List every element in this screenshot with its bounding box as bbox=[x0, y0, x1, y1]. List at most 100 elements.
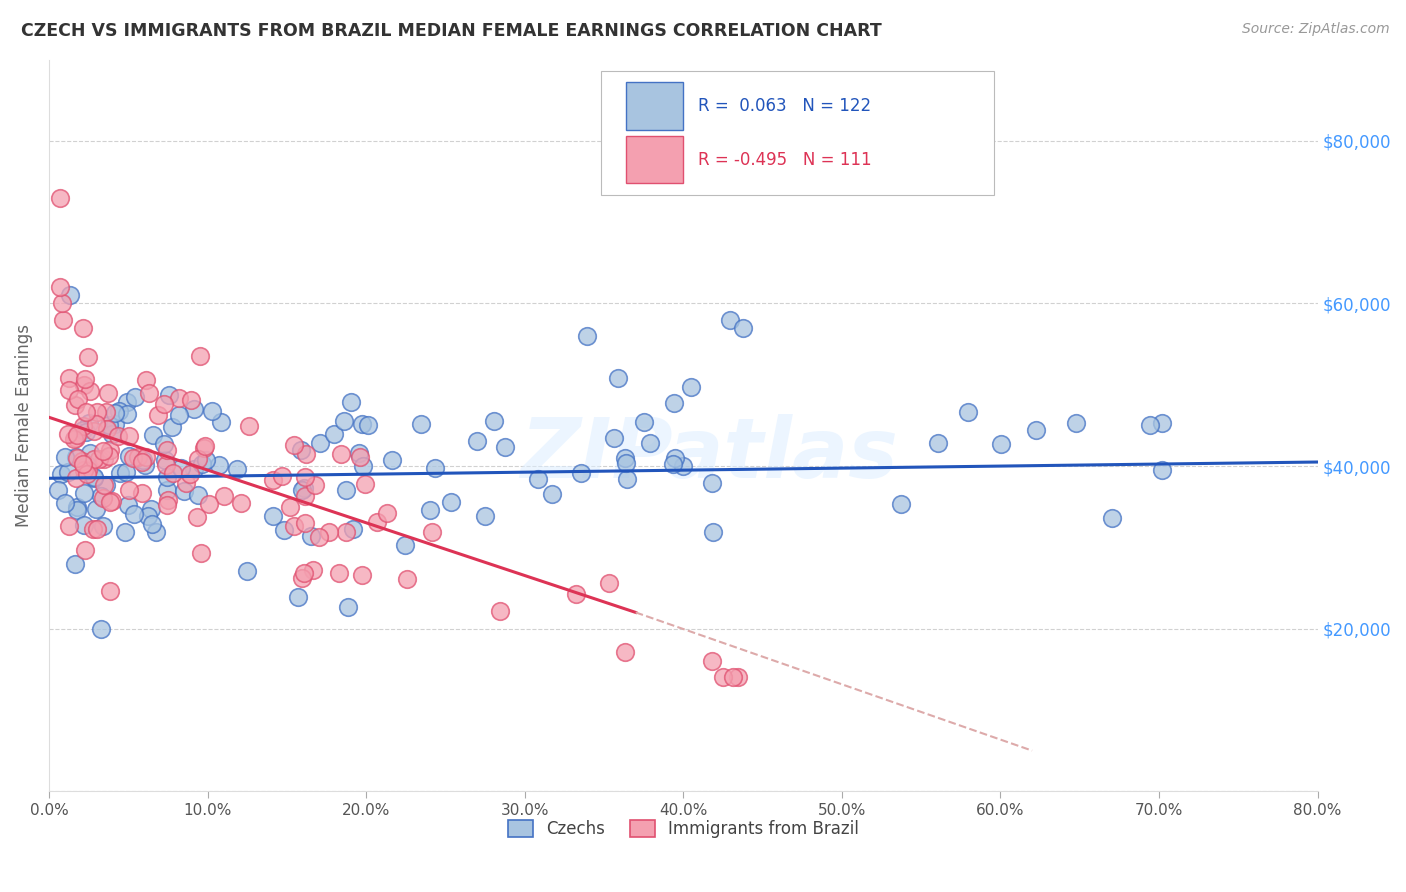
Point bbox=[318, 524, 340, 539]
Point bbox=[65, 431, 87, 445]
Point bbox=[76, 463, 98, 477]
Point bbox=[97, 449, 120, 463]
Point bbox=[98, 584, 121, 599]
Point bbox=[291, 571, 314, 585]
Point bbox=[84, 501, 107, 516]
Point bbox=[63, 557, 86, 571]
Point bbox=[46, 483, 69, 498]
Point bbox=[98, 495, 121, 509]
Point bbox=[229, 496, 252, 510]
Point bbox=[79, 384, 101, 398]
Point bbox=[76, 467, 98, 482]
Point bbox=[287, 590, 309, 604]
Point bbox=[75, 404, 97, 418]
Point bbox=[353, 477, 375, 491]
Point bbox=[419, 503, 441, 517]
Point bbox=[138, 385, 160, 400]
Point bbox=[153, 437, 176, 451]
Point bbox=[118, 450, 141, 464]
Point bbox=[575, 329, 598, 343]
Point bbox=[183, 401, 205, 416]
Point bbox=[58, 519, 80, 533]
Point bbox=[72, 378, 94, 392]
Point bbox=[179, 467, 201, 481]
Point bbox=[195, 452, 218, 467]
Point bbox=[718, 312, 741, 326]
Point bbox=[209, 415, 232, 429]
Point bbox=[134, 458, 156, 473]
Point bbox=[56, 466, 79, 480]
Point bbox=[174, 476, 197, 491]
Point bbox=[156, 498, 179, 512]
Point bbox=[342, 522, 364, 536]
Point bbox=[142, 428, 165, 442]
Point bbox=[75, 372, 97, 386]
Point bbox=[208, 458, 231, 472]
Point bbox=[191, 457, 214, 471]
FancyBboxPatch shape bbox=[600, 70, 994, 195]
Point bbox=[638, 435, 661, 450]
Point bbox=[86, 405, 108, 419]
Point bbox=[467, 434, 489, 448]
Point bbox=[53, 495, 76, 509]
Point bbox=[700, 654, 723, 668]
Point bbox=[86, 522, 108, 536]
Point bbox=[188, 349, 211, 363]
Point bbox=[420, 524, 443, 539]
Point bbox=[97, 418, 120, 433]
Point bbox=[1139, 418, 1161, 433]
Text: R = -0.495   N = 111: R = -0.495 N = 111 bbox=[699, 151, 872, 169]
Point bbox=[107, 429, 129, 443]
Point bbox=[304, 478, 326, 492]
Point bbox=[65, 451, 87, 466]
FancyBboxPatch shape bbox=[626, 82, 683, 129]
Point bbox=[72, 419, 94, 434]
Point bbox=[97, 386, 120, 401]
Point bbox=[91, 491, 114, 505]
Point bbox=[333, 414, 356, 428]
Point bbox=[169, 409, 191, 423]
Point bbox=[156, 442, 179, 457]
Point bbox=[73, 463, 96, 477]
Point bbox=[117, 498, 139, 512]
Point bbox=[186, 509, 208, 524]
Point bbox=[96, 477, 118, 491]
Point bbox=[1064, 417, 1087, 431]
Point bbox=[65, 471, 87, 485]
Point bbox=[278, 500, 301, 514]
Point bbox=[294, 469, 316, 483]
Point bbox=[100, 427, 122, 442]
Point bbox=[131, 486, 153, 500]
Point bbox=[66, 503, 89, 517]
Point bbox=[170, 461, 193, 475]
Point bbox=[72, 457, 94, 471]
Point bbox=[51, 296, 73, 310]
Text: CZECH VS IMMIGRANTS FROM BRAZIL MEDIAN FEMALE EARNINGS CORRELATION CHART: CZECH VS IMMIGRANTS FROM BRAZIL MEDIAN F… bbox=[21, 22, 882, 40]
Point bbox=[173, 483, 195, 498]
Point bbox=[90, 622, 112, 636]
Point bbox=[335, 483, 357, 498]
Point bbox=[156, 483, 179, 497]
Point bbox=[153, 397, 176, 411]
Point bbox=[262, 473, 284, 487]
Point bbox=[59, 288, 82, 302]
Point bbox=[139, 501, 162, 516]
Point bbox=[292, 482, 315, 496]
Point bbox=[294, 516, 316, 530]
Point bbox=[339, 395, 361, 409]
Point bbox=[721, 670, 744, 684]
Point bbox=[121, 451, 143, 466]
Point bbox=[541, 487, 564, 501]
Point bbox=[52, 312, 75, 326]
Point bbox=[58, 370, 80, 384]
Point bbox=[1152, 463, 1174, 477]
Point bbox=[337, 599, 360, 614]
Point bbox=[565, 586, 588, 600]
Point bbox=[53, 450, 76, 464]
Point bbox=[58, 384, 80, 398]
Point bbox=[423, 460, 446, 475]
Point bbox=[328, 566, 350, 581]
Point bbox=[664, 451, 686, 466]
Point bbox=[93, 451, 115, 466]
Point bbox=[145, 524, 167, 539]
